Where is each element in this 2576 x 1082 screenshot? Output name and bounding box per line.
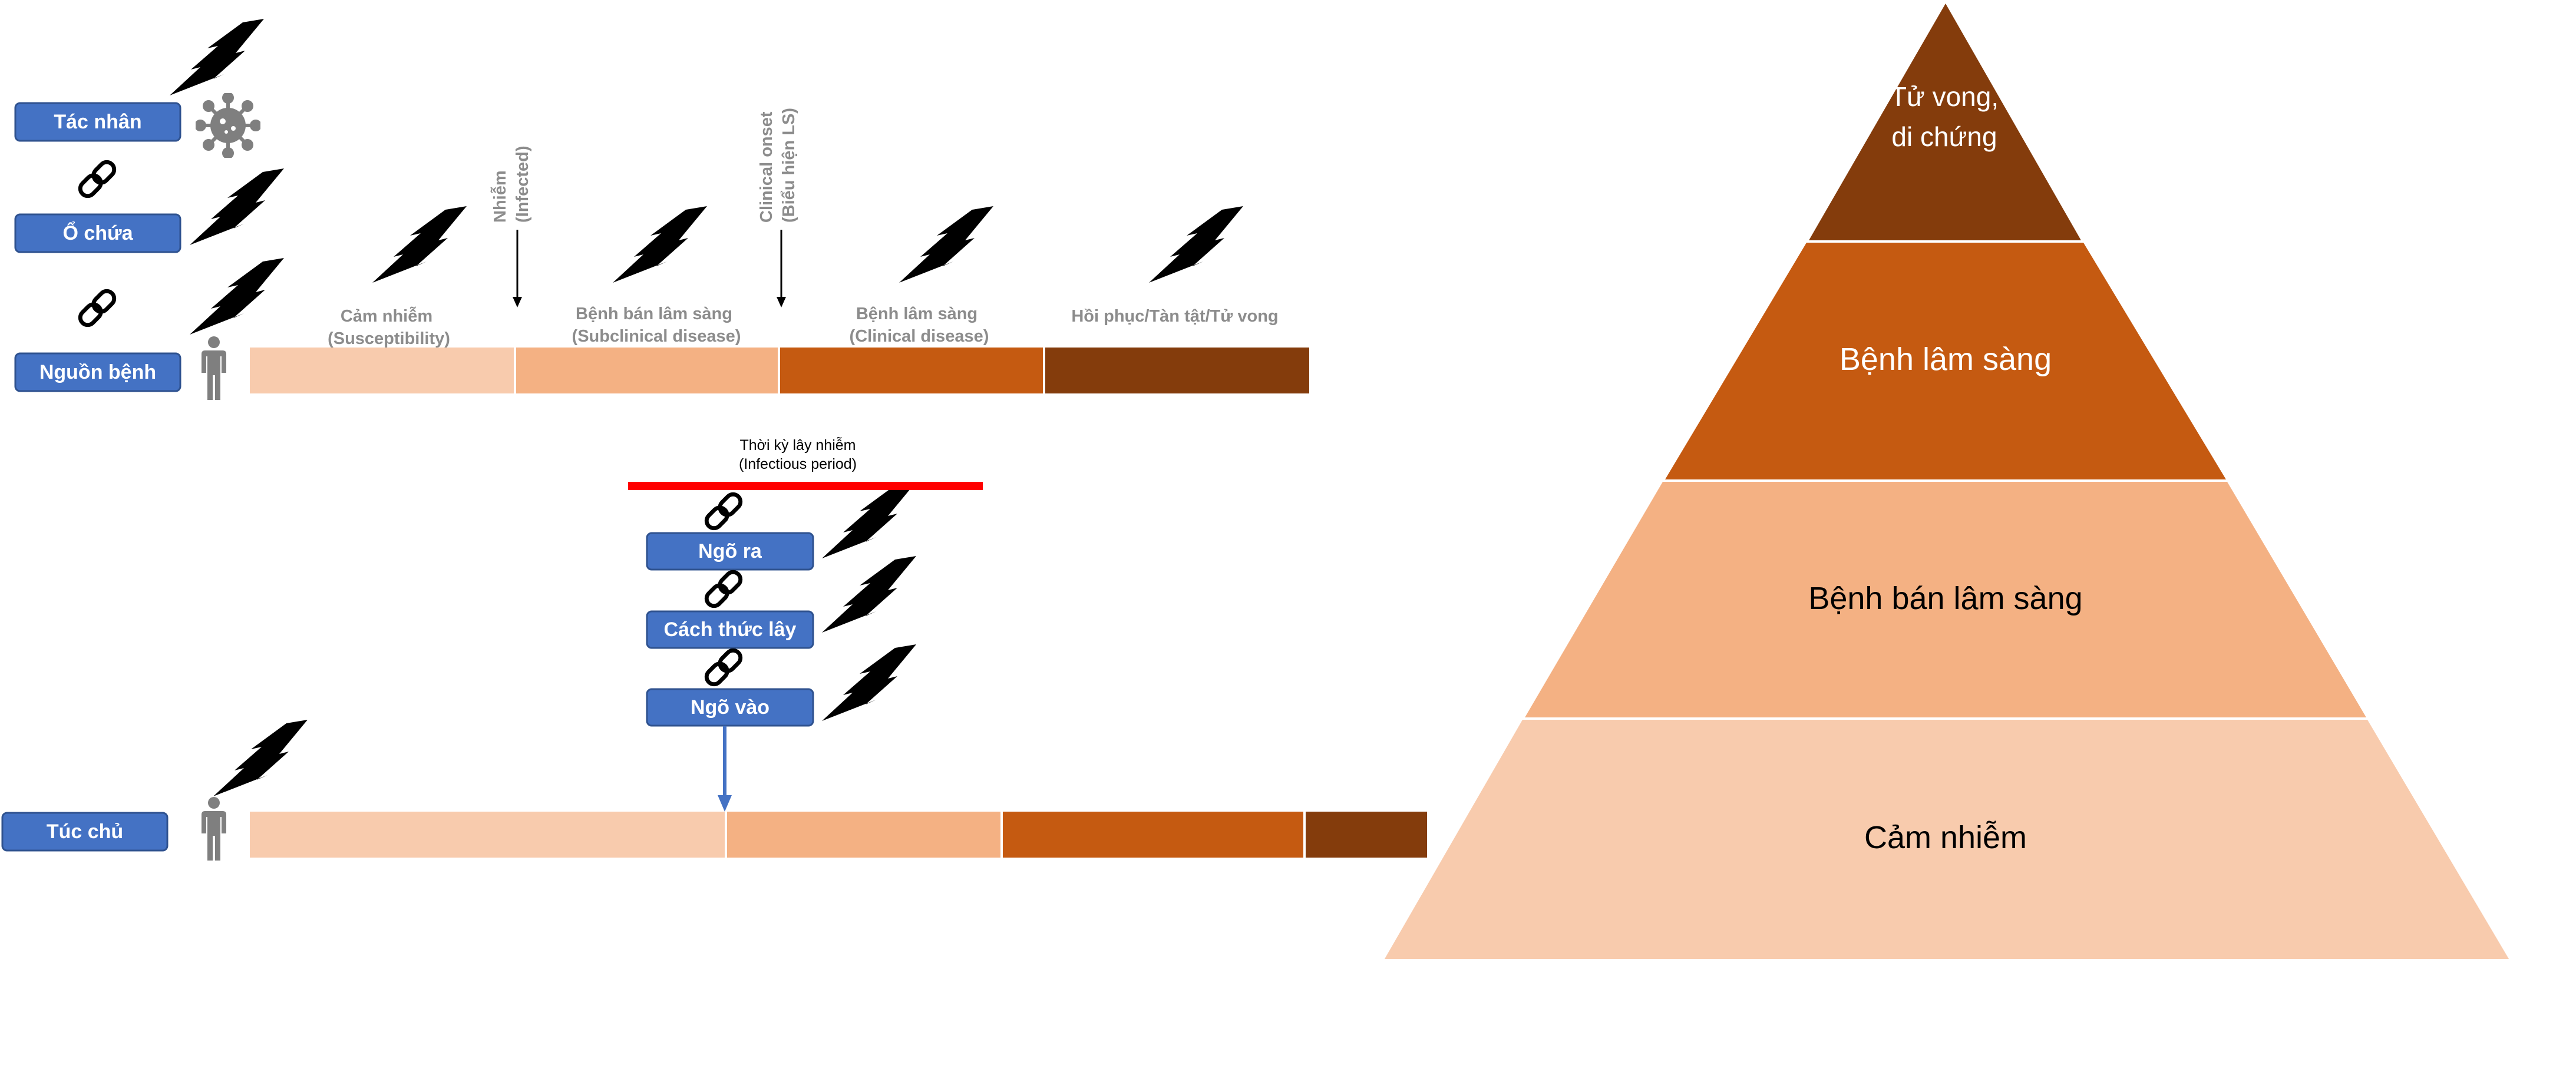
lightning-bolt-icon [372, 206, 467, 283]
label-agent-text: Tác nhân [54, 111, 141, 133]
marker-infected-sublabel: (Infected) [513, 146, 532, 223]
lightning-bolt-icon [170, 19, 264, 95]
infectious-period-label: Thời kỳ lây nhiễm [739, 436, 856, 454]
chain-link-icon [704, 569, 744, 609]
chain-link-icon [77, 288, 117, 328]
phase-outcome-label: Hồi phục/Tàn tật/Tử vong [1071, 307, 1278, 326]
label-portal-exit-text: Ngõ ra [698, 540, 762, 562]
host-phase-subclinical-bar [727, 812, 1000, 858]
phase-susceptible-bar [250, 348, 514, 393]
phase-subclinical-label: Bệnh bán lâm sàng [576, 305, 732, 323]
infectious-period-bar [628, 482, 983, 490]
phase-susceptible-sublabel: (Susceptibility) [328, 329, 450, 348]
pyramid: Tử vong, di chứng Bệnh lâm sàng Bệnh bán… [1385, 4, 2509, 959]
marker-clinical-onset: Clinical onset (Biểu hiện LS) [757, 108, 798, 307]
marker-infected: Nhiễm (Infected) [490, 146, 532, 307]
phase-susceptible-label: Cảm nhiễm [341, 306, 432, 326]
person-icon [202, 336, 226, 400]
phase-clinical-bar [780, 348, 1043, 393]
chain-link-icon [704, 491, 744, 531]
label-portal-exit: Ngõ ra [646, 532, 814, 571]
pyramid-susceptible-label: Cảm nhiễm [1864, 820, 2027, 855]
infectious-period: Thời kỳ lây nhiễm (Infectious period) [628, 436, 983, 490]
lightning-bolt-icon [190, 258, 284, 335]
label-portal-entry: Ngõ vào [646, 688, 814, 727]
marker-infected-label: Nhiễm [490, 170, 510, 223]
pyramid-level-subclinical [1525, 482, 2366, 717]
pyramid-level-clinical [1665, 243, 2226, 479]
lightning-bolt-icon [213, 720, 308, 796]
label-mode-text: Cách thức lây [664, 618, 797, 641]
marker-onset-label: Clinical onset [757, 111, 776, 223]
lightning-bolt-icon [1149, 206, 1243, 283]
lightning-bolt-icon [899, 206, 993, 283]
phase-subclinical-bar [516, 348, 778, 393]
lightning-bolt-icon [822, 482, 916, 558]
arrow-down-icon [718, 795, 732, 812]
host-phase-outcome-bar [1306, 812, 1427, 858]
phase-clinical-label: Bệnh lâm sàng [856, 305, 977, 323]
label-host: Túc chủ [1, 812, 169, 852]
host-timeline [250, 812, 1427, 858]
infectious-period-sublabel: (Infectious period) [739, 456, 857, 472]
label-source-text: Nguồn bệnh [39, 361, 156, 383]
pyramid-level-susceptible [1385, 720, 2509, 959]
pyramid-death-sublabel: di chứng [1891, 121, 1997, 152]
phase-subclinical-sublabel: (Subclinical disease) [572, 327, 741, 346]
source-timeline [250, 348, 1309, 393]
label-mode: Cách thức lây [646, 610, 814, 649]
pyramid-subclinical-label: Bệnh bán lâm sàng [1808, 581, 2082, 616]
entry-arrow [718, 726, 732, 812]
host-phase-susceptible-bar [250, 812, 725, 858]
pyramid-clinical-label: Bệnh lâm sàng [1839, 342, 2052, 377]
lightning-bolt-icon [822, 556, 916, 633]
marker-onset-sublabel: (Biểu hiện LS) [780, 108, 798, 223]
lightning-bolt-icon [822, 644, 916, 721]
person-icon [202, 797, 226, 861]
pyramid-level-death [1809, 4, 2081, 240]
chain-link-icon [77, 159, 117, 199]
label-source: Nguồn bệnh [14, 352, 181, 392]
lightning-bolt-icon [190, 168, 284, 245]
virus-icon [196, 94, 260, 157]
label-agent: Tác nhân [14, 102, 181, 142]
chain-link-icon [704, 647, 744, 687]
label-reservoir: Ổ chứa [14, 213, 181, 253]
arrow-down-icon [513, 297, 522, 307]
lightning-bolt-icon [613, 206, 707, 283]
label-host-text: Túc chủ [47, 820, 123, 843]
phase-clinical-sublabel: (Clinical disease) [850, 327, 989, 346]
label-reservoir-text: Ổ chứa [62, 222, 133, 244]
pyramid-death-label: Tử vong, [1890, 81, 1999, 112]
phase-outcome-bar [1045, 348, 1309, 393]
label-portal-entry-text: Ngõ vào [691, 696, 770, 719]
host-phase-clinical-bar [1003, 812, 1303, 858]
arrow-down-icon [777, 297, 786, 307]
